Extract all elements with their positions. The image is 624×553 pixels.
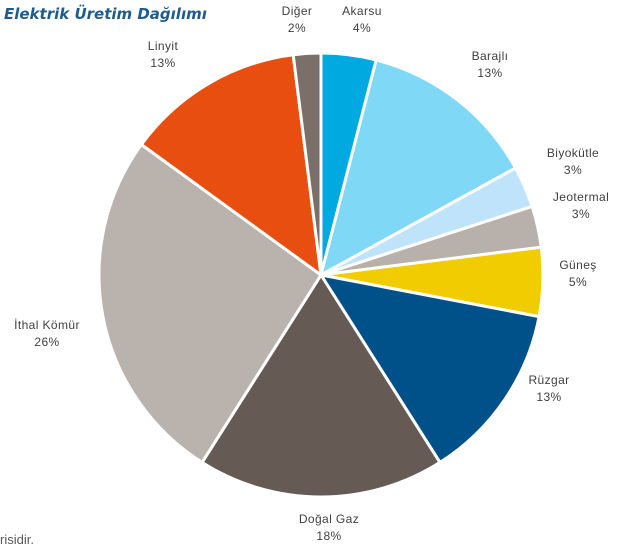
- slice-label-name: Doğal Gaz: [299, 512, 359, 526]
- slice-label-name: Barajlı: [472, 49, 509, 63]
- slice-data-label: Rüzgar 13%: [528, 373, 569, 404]
- pie-slice-9: [139, 53, 323, 277]
- slice-label-name: Biyokütle: [547, 146, 599, 160]
- slice-data-label: Linyit 13%: [148, 39, 179, 70]
- pie-slice-8: [97, 143, 323, 464]
- slice-data-label: Biyokütle 3%: [547, 146, 599, 177]
- slice-label-name: Akarsu: [342, 4, 382, 18]
- slice-data-label: Doğal Gaz 18%: [299, 512, 359, 543]
- pie-slice-2: [319, 58, 518, 277]
- slice-label-name: Rüzgar: [528, 373, 569, 387]
- slice-label-percent: 18%: [316, 529, 341, 543]
- footnote-text: risidir.: [0, 532, 34, 547]
- slice-label-percent: 13%: [477, 66, 502, 80]
- slice-label-percent: 4%: [353, 21, 371, 35]
- slice-data-label: Diğer 2%: [282, 4, 313, 35]
- slice-label-name: Jeotermal: [553, 190, 609, 204]
- slice-data-label: Güneş 5%: [559, 258, 596, 289]
- slice-label-percent: 3%: [564, 163, 582, 177]
- pie-slice-6: [319, 273, 541, 464]
- slice-label-percent: 13%: [536, 390, 561, 404]
- slice-label-percent: 26%: [34, 335, 59, 349]
- slice-data-label: Jeotermal 3%: [553, 190, 609, 221]
- pie-slices: [97, 51, 545, 499]
- slice-label-percent: 3%: [572, 207, 590, 221]
- slice-label-percent: 13%: [150, 56, 175, 70]
- slice-data-label: Akarsu 4%: [342, 4, 382, 35]
- slice-data-label: İthal Kömür 26%: [14, 318, 80, 349]
- slice-label-name: İthal Kömür: [14, 318, 80, 332]
- slice-label-name: Linyit: [148, 39, 179, 53]
- pie-slice-10: [291, 51, 323, 277]
- pie-slice-7: [200, 273, 442, 499]
- slice-label-name: Diğer: [282, 4, 313, 18]
- slice-data-label: Barajlı 13%: [472, 49, 509, 80]
- slice-label-name: Güneş: [559, 258, 596, 272]
- slice-label-percent: 5%: [569, 275, 587, 289]
- slice-label-percent: 2%: [288, 21, 306, 35]
- chart-title: Elektrik Üretim Dağılımı: [4, 5, 207, 23]
